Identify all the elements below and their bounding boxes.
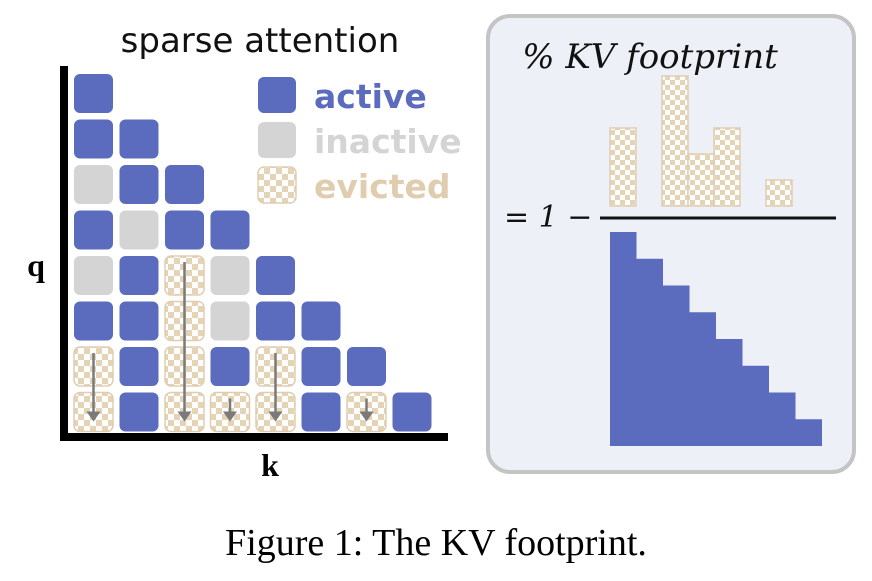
grid-cell-inactive	[74, 256, 113, 295]
legend-label-evicted: evicted	[314, 167, 451, 206]
eviction-arrow-head	[223, 411, 237, 422]
grid-cell-active	[74, 74, 113, 113]
grid-cell-active	[74, 210, 113, 250]
grid-cell-active	[392, 392, 432, 432]
eviction-arrow-head	[86, 411, 101, 422]
grid-cell-active	[119, 301, 159, 341]
grid-cell-active	[119, 119, 159, 159]
legend-swatch-inactive	[258, 122, 296, 158]
grid-cell-active	[119, 392, 159, 432]
diagram-title: sparse attention	[121, 21, 400, 61]
grid-cell-active	[347, 347, 386, 386]
grid-cell-inactive	[210, 301, 250, 341]
numerator-columns	[609, 75, 793, 207]
grid-cell-active	[256, 256, 295, 295]
numerator-column	[765, 179, 793, 207]
formula-prefix: = 1 −	[504, 200, 592, 235]
grid-cell-active	[210, 347, 250, 386]
footprint-panel	[486, 14, 856, 474]
grid-cell-active	[119, 165, 159, 204]
grid-cell-active	[210, 210, 250, 250]
numerator-column	[609, 127, 637, 207]
denominator-staircase	[610, 232, 822, 446]
grid-cell-active	[301, 392, 341, 432]
eviction-arrow-head	[177, 411, 192, 422]
k-axis-label: k	[261, 447, 279, 483]
grid-cell-active	[301, 347, 341, 386]
numerator-column	[713, 127, 741, 207]
footprint-title: % KV footprint	[522, 37, 778, 77]
legend-label-inactive: inactive	[314, 122, 462, 161]
grid-cell-active	[74, 301, 113, 341]
legend-swatch-evicted	[257, 166, 297, 204]
eviction-arrow-head	[268, 411, 283, 422]
grid-cell-inactive	[119, 210, 159, 250]
numerator-column	[661, 75, 689, 207]
legend-swatch-active	[258, 77, 296, 113]
grid-cell-active	[165, 210, 204, 250]
grid-cell-active	[301, 301, 341, 341]
grid-cell-active	[74, 119, 113, 159]
legend-label-active: active	[314, 77, 427, 116]
figure-caption: Figure 1: The KV footprint.	[225, 522, 647, 564]
grid-cell-active	[256, 301, 295, 341]
eviction-arrows	[86, 262, 374, 422]
grid-cell-active	[119, 347, 159, 386]
grid-cell-inactive	[74, 165, 113, 204]
grid-cell-inactive	[210, 256, 250, 295]
legend: active inactive evicted	[257, 77, 462, 206]
eviction-arrow-head	[359, 411, 374, 422]
grid-cell-active	[165, 165, 204, 204]
numerator-column	[687, 153, 715, 207]
q-axis-label: q	[27, 247, 45, 283]
grid-cell-active	[119, 256, 159, 295]
